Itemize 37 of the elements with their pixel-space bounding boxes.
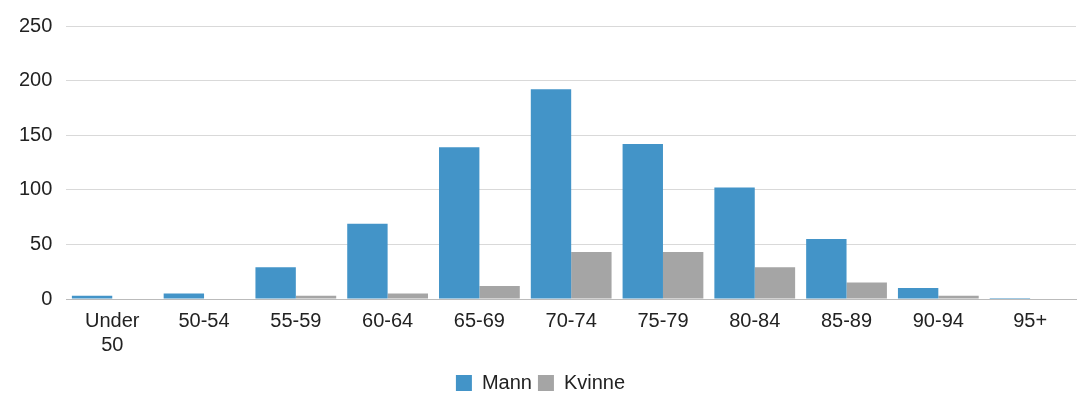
x-tick-label: 85-89 xyxy=(820,308,873,331)
x-tick-label: 55-59 xyxy=(270,308,322,331)
bar xyxy=(938,295,979,299)
x-tick-label: 80-84 xyxy=(729,308,781,331)
bar xyxy=(255,267,296,299)
bar xyxy=(479,285,520,299)
y-tick-label: 0 xyxy=(41,286,53,309)
legend-label: Kvinne xyxy=(563,370,626,393)
bar xyxy=(530,89,572,299)
bar xyxy=(897,288,939,299)
x-tick-label: 90-94 xyxy=(912,308,964,331)
bar xyxy=(846,282,887,299)
bar xyxy=(295,295,337,299)
bar xyxy=(163,293,205,299)
y-tick-label: 150 xyxy=(18,122,53,145)
y-tick-label: 200 xyxy=(18,68,53,91)
legend-label: Mann xyxy=(481,370,532,393)
x-tick-label: 70-74 xyxy=(545,308,597,331)
x-tick-label: 95+ xyxy=(1013,308,1048,331)
bar xyxy=(571,252,612,299)
y-tick-label: 250 xyxy=(18,13,53,36)
x-tick-label: 60-64 xyxy=(362,308,414,331)
x-tick-label: 75-79 xyxy=(637,308,689,331)
bar xyxy=(754,267,796,299)
bar xyxy=(387,293,428,299)
bar xyxy=(439,147,480,299)
bar xyxy=(71,295,113,299)
bar xyxy=(806,238,847,299)
bar xyxy=(347,223,388,299)
y-tick-label: 100 xyxy=(18,177,53,200)
bar xyxy=(622,143,663,299)
x-tick-label: 65-69 xyxy=(453,308,505,331)
bar xyxy=(662,252,704,299)
x-tick-label: 50-54 xyxy=(178,308,230,331)
bar xyxy=(714,187,755,299)
x-tick-label: Under 50 xyxy=(85,308,140,355)
y-tick-label: 50 xyxy=(30,231,53,254)
